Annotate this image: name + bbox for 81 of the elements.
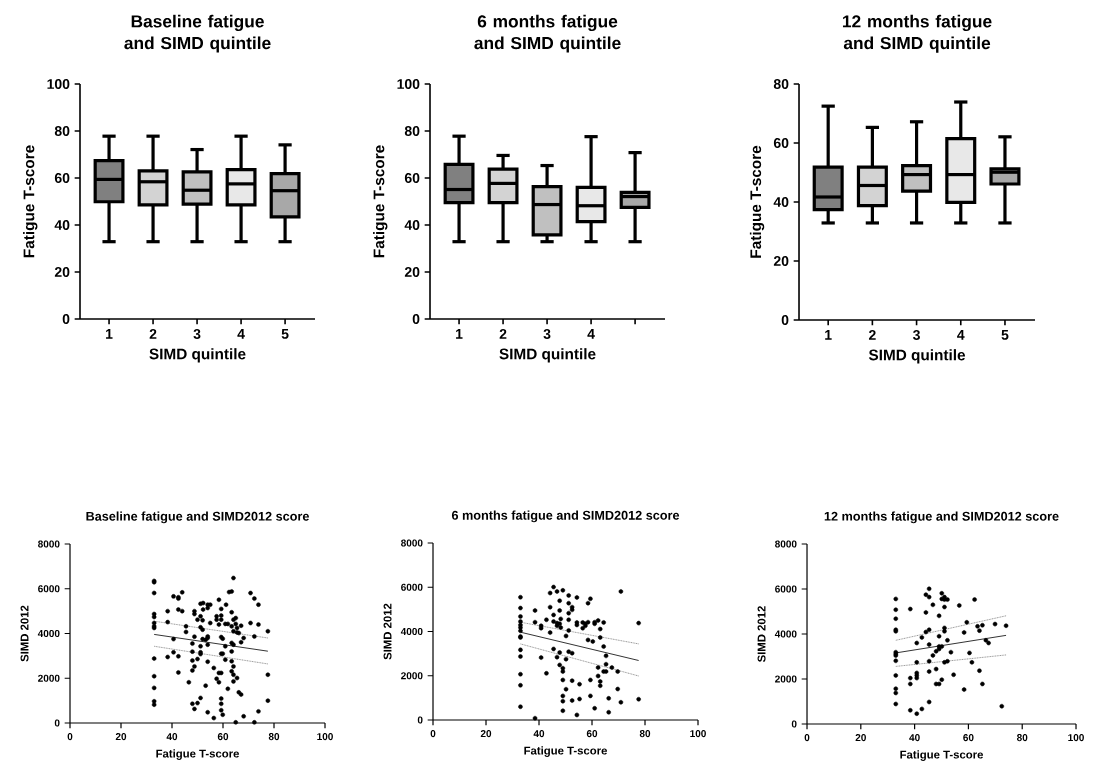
y-tick-label: 8000 (775, 540, 797, 548)
y-tick-label: 40 (54, 220, 70, 230)
y-tick-label: 100 (397, 79, 420, 89)
x-tick-label: 5 (1001, 330, 1009, 340)
y-tick-label: 4000 (774, 630, 797, 638)
x-tick-label: 3 (193, 329, 201, 339)
x-axis-title: SIMD quintile (868, 349, 966, 364)
x-tick-label: 60 (963, 734, 974, 742)
chart-title: Baseline fatigue and SIMD quintile (124, 14, 271, 53)
y-axis-title: SIMD 2012 (20, 605, 29, 662)
x-tick-label: 40 (533, 730, 545, 738)
x-tick-label: 2 (868, 330, 876, 340)
x-tick-label: 2 (499, 329, 507, 339)
chart-title: Baseline fatigue and SIMD2012 score (86, 511, 309, 524)
y-tick-label: 6000 (401, 583, 423, 591)
chart-title: 12 months fatigue and SIMD quintile (842, 14, 992, 53)
x-tick-label: 2 (149, 329, 157, 339)
y-tick-label: 100 (47, 79, 70, 89)
x-tick-label: 80 (1016, 734, 1028, 742)
x-tick-label: 80 (268, 733, 280, 741)
chart-title: 6 months fatigue and SIMD quintile (474, 14, 621, 53)
y-axis-title: SIMD 2012 (757, 606, 766, 663)
y-tick-label: 20 (773, 256, 789, 266)
x-tick-label: 20 (115, 733, 127, 741)
x-tick-label: 1 (456, 329, 463, 339)
x-axis-title: Fatigue T-score (900, 750, 984, 761)
x-tick-label: 1 (106, 329, 113, 339)
chart-title: 6 months fatigue and SIMD2012 score (451, 510, 680, 523)
y-tick-label: 4000 (37, 629, 60, 638)
y-tick-label: 40 (773, 197, 789, 207)
y-tick-label: 80 (54, 126, 70, 136)
y-tick-label: 8000 (401, 539, 423, 547)
x-tick-label: 0 (430, 730, 436, 738)
y-tick-label: 0 (417, 716, 423, 724)
x-axis-title: Fatigue T-score (524, 746, 608, 757)
x-tick-label: 100 (1068, 734, 1084, 742)
x-tick-label: 40 (909, 734, 920, 742)
y-axis-title: SIMD 2012 (383, 603, 392, 660)
y-tick-label: 0 (791, 720, 797, 728)
y-axis-title: Fatigue T-score (23, 145, 38, 258)
x-axis-title: SIMD quintile (149, 348, 246, 363)
x-tick-label: 4 (237, 329, 245, 339)
y-axis-title: Fatigue T-score (749, 145, 765, 258)
x-tick-label: 4 (587, 329, 595, 339)
x-tick-label: 4 (957, 330, 965, 340)
x-tick-label: 20 (855, 734, 866, 742)
chart-title: 12 months fatigue and SIMD2012 score (824, 511, 1059, 524)
y-tick-label: 20 (54, 267, 70, 277)
y-axis-title: Fatigue T-score (373, 145, 388, 258)
x-tick-label: 60 (586, 730, 598, 738)
x-tick-label: 3 (913, 330, 920, 340)
x-tick-label: 60 (217, 733, 229, 741)
y-tick-label: 40 (404, 220, 420, 230)
y-tick-label: 2000 (38, 674, 60, 682)
y-tick-label: 0 (54, 719, 60, 727)
x-tick-label: 80 (639, 730, 651, 738)
x-axis-title: SIMD quintile (499, 348, 596, 363)
y-tick-label: 0 (781, 315, 789, 325)
x-tick-label: 0 (804, 734, 810, 742)
x-tick-label: 100 (690, 730, 706, 738)
y-tick-label: 80 (404, 126, 420, 136)
y-tick-label: 60 (404, 173, 420, 183)
x-tick-label: 1 (825, 330, 832, 340)
x-tick-label: 40 (166, 733, 178, 741)
y-tick-label: 0 (412, 314, 420, 324)
y-tick-label: 80 (773, 79, 789, 89)
x-tick-label: 100 (317, 733, 333, 741)
y-tick-label: 60 (54, 173, 70, 183)
y-tick-label: 2000 (775, 675, 797, 683)
y-tick-label: 6000 (38, 585, 60, 593)
y-tick-label: 0 (62, 314, 70, 324)
y-tick-label: 8000 (38, 540, 60, 548)
y-tick-label: 60 (773, 138, 789, 148)
x-tick-label: 5 (281, 329, 289, 339)
y-tick-label: 20 (404, 267, 420, 277)
y-tick-label: 6000 (775, 585, 797, 593)
x-tick-label: 3 (543, 329, 551, 339)
x-axis-title: Fatigue T-score (156, 749, 239, 760)
x-tick-label: 20 (480, 730, 492, 738)
y-tick-label: 2000 (401, 672, 423, 680)
y-tick-label: 4000 (400, 627, 423, 636)
